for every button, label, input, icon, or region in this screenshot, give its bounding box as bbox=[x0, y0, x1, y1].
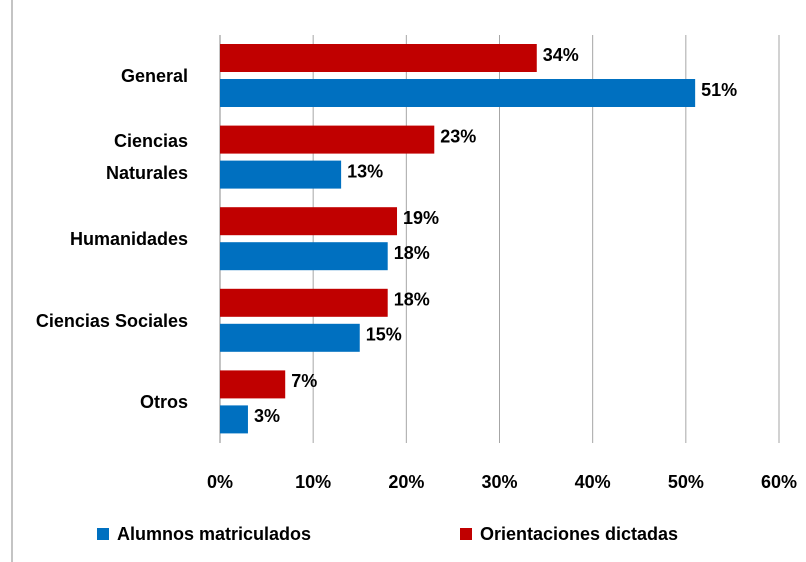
legend-swatch bbox=[97, 528, 109, 540]
value-label: 3% bbox=[254, 406, 280, 426]
value-label: 18% bbox=[394, 290, 430, 310]
bar bbox=[220, 370, 286, 399]
bar bbox=[220, 288, 388, 317]
value-label: 18% bbox=[394, 243, 430, 263]
value-label: 23% bbox=[440, 126, 476, 146]
x-tick-label: 0% bbox=[207, 472, 233, 492]
value-label: 13% bbox=[347, 161, 383, 181]
category-label: General bbox=[120, 65, 188, 86]
bar bbox=[220, 125, 435, 154]
x-tick-label: 40% bbox=[575, 472, 611, 492]
bar bbox=[220, 242, 388, 271]
bar bbox=[220, 405, 248, 434]
category-label: Ciencias Naturales bbox=[105, 131, 188, 184]
x-tick-label: 10% bbox=[295, 472, 331, 492]
value-label: 34% bbox=[543, 45, 579, 65]
category-label: Ciencias Sociales bbox=[35, 310, 188, 331]
legend-label: Orientaciones dictadas bbox=[480, 524, 678, 544]
bar bbox=[220, 207, 398, 236]
value-label: 19% bbox=[403, 208, 439, 228]
bar bbox=[220, 160, 342, 189]
x-tick-label: 60% bbox=[761, 472, 797, 492]
bar bbox=[220, 323, 360, 352]
bar bbox=[220, 44, 537, 72]
x-tick-label: 20% bbox=[388, 472, 424, 492]
legend-label: Alumnos matriculados bbox=[117, 524, 311, 544]
value-label: 51% bbox=[701, 80, 737, 100]
legend-swatch bbox=[460, 528, 472, 540]
bar bbox=[220, 79, 696, 107]
x-tick-label: 50% bbox=[668, 472, 704, 492]
value-label: 15% bbox=[366, 325, 402, 345]
value-label: 7% bbox=[291, 371, 317, 391]
category-label: Otros bbox=[139, 392, 188, 413]
x-tick-label: 30% bbox=[481, 472, 517, 492]
category-label: Humanidades bbox=[69, 229, 188, 249]
